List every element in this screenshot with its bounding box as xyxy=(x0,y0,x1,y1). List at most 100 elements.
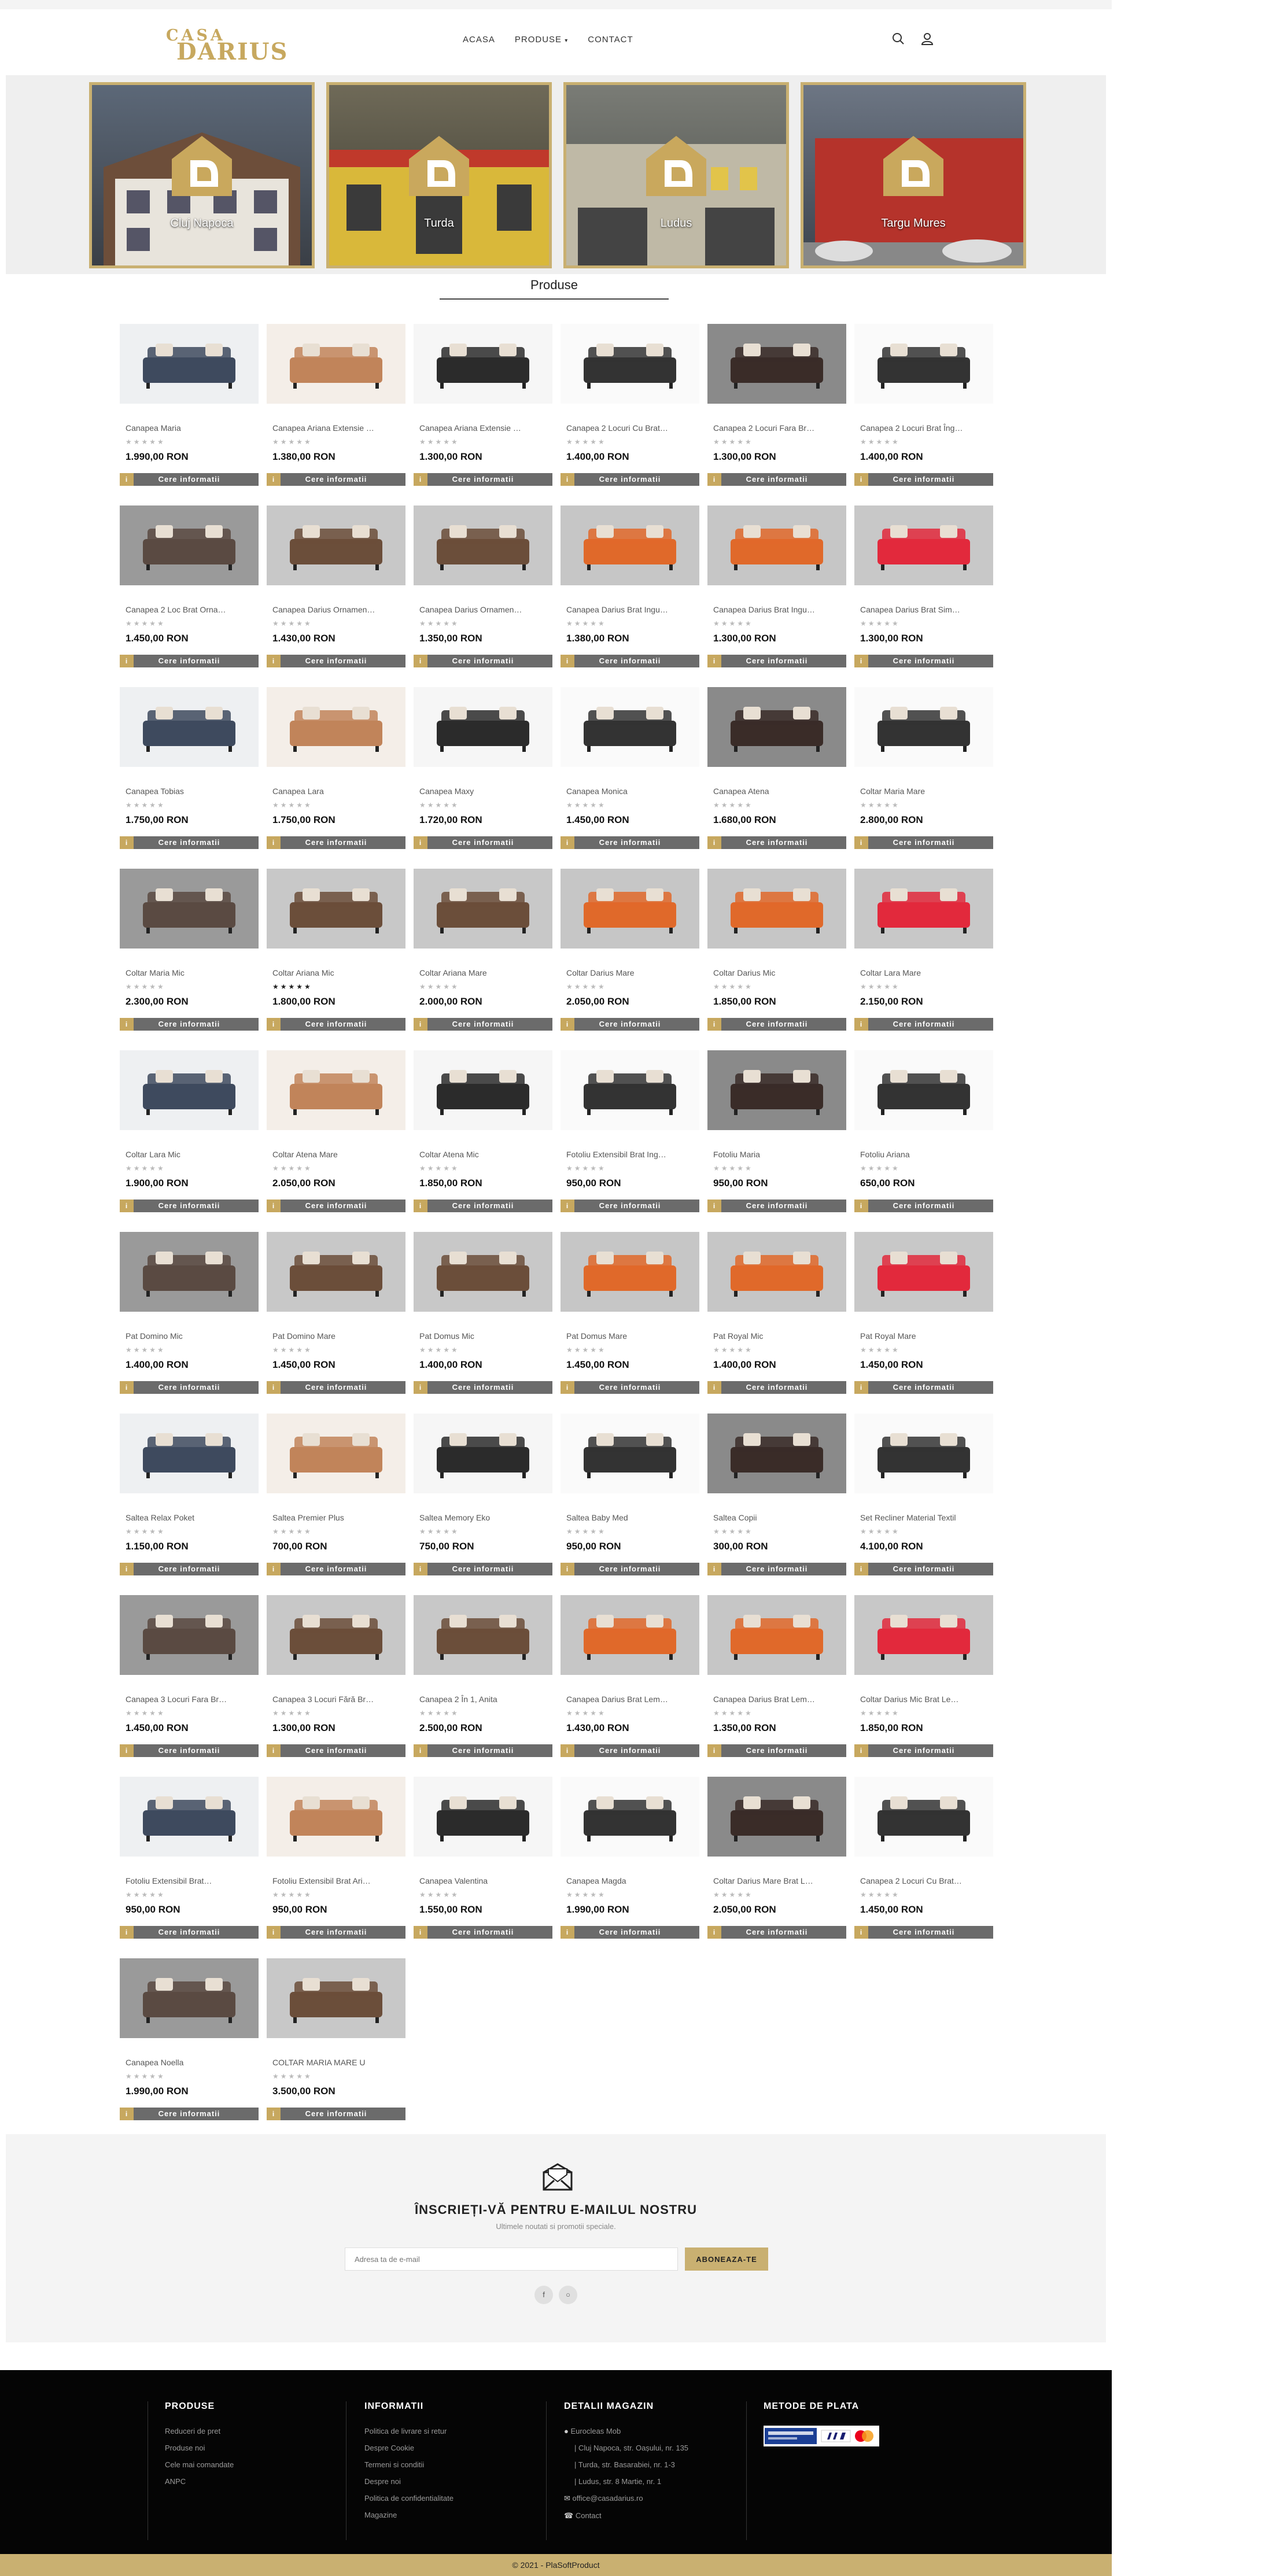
product-name[interactable]: Pat Domus Mare xyxy=(566,1331,628,1341)
product-card[interactable]: Fotoliu Extensibil Brat Ing… ★★★★★ 950,00 … xyxy=(561,1050,699,1224)
product-name[interactable]: Canapea 3 Locuri Fara Br… xyxy=(126,1695,227,1704)
request-info-button[interactable]: i Cere informatii xyxy=(707,1926,846,1939)
footer-link[interactable]: Termeni si conditii xyxy=(364,2460,425,2469)
product-image[interactable] xyxy=(267,1232,405,1312)
product-image[interactable] xyxy=(414,687,552,767)
footer-link[interactable]: Despre noi xyxy=(364,2477,401,2486)
product-card[interactable]: Canapea Maxy ★★★★★ 1.720,00 RON i Cere infor… xyxy=(414,687,552,861)
product-image[interactable] xyxy=(707,1232,846,1312)
product-name[interactable]: Canapea Atena xyxy=(713,787,769,796)
product-name[interactable]: Canapea 2 În 1, Anita xyxy=(419,1695,497,1704)
product-card[interactable]: Pat Domino Mare ★★★★★ 1.450,00 RON i Cere in… xyxy=(267,1232,405,1405)
footer-link[interactable]: Politica de livrare si retur xyxy=(364,2427,447,2435)
product-name[interactable]: Fotoliu Extensibil Brat Ing… xyxy=(566,1150,666,1159)
request-info-button[interactable]: i Cere informatii xyxy=(854,655,993,667)
store-ludus[interactable]: Ludus xyxy=(563,82,789,268)
product-name[interactable]: Coltar Maria Mic xyxy=(126,968,185,977)
product-card[interactable]: Pat Domus Mare ★★★★★ 1.450,00 RON i Cere inf… xyxy=(561,1232,699,1405)
request-info-button[interactable]: i Cere informatii xyxy=(414,1200,552,1212)
product-card[interactable]: Coltar Darius Mare Brat L… ★★★★★ 2.050,00 … xyxy=(707,1777,846,1950)
product-card[interactable]: Coltar Ariana Mare ★★★★★ 2.000,00 RON i Cere… xyxy=(414,869,552,1042)
request-info-button[interactable]: i Cere informatii xyxy=(707,655,846,667)
product-image[interactable] xyxy=(267,687,405,767)
product-image[interactable] xyxy=(267,1414,405,1493)
product-name[interactable]: Canapea Ariana Extensie … xyxy=(272,423,374,433)
product-name[interactable]: Pat Domino Mic xyxy=(126,1331,183,1341)
product-image[interactable] xyxy=(854,687,993,767)
product-image[interactable] xyxy=(561,869,699,949)
product-image[interactable] xyxy=(267,505,405,585)
product-image[interactable] xyxy=(414,1050,552,1130)
request-info-button[interactable]: i Cere informatii xyxy=(267,1744,405,1757)
product-name[interactable]: Canapea Darius Brat Sim… xyxy=(860,605,960,614)
request-info-button[interactable]: i Cere informatii xyxy=(120,1381,259,1394)
request-info-button[interactable]: i Cere informatii xyxy=(120,1744,259,1757)
request-info-button[interactable]: i Cere informatii xyxy=(561,836,699,849)
store-turda[interactable]: Turda xyxy=(326,82,552,268)
request-info-button[interactable]: i Cere informatii xyxy=(414,1563,552,1575)
request-info-button[interactable]: i Cere informatii xyxy=(120,2108,259,2120)
product-card[interactable]: Coltar Lara Mare ★★★★★ 2.150,00 RON i Cere i… xyxy=(854,869,993,1042)
product-name[interactable]: Saltea Baby Med xyxy=(566,1513,628,1522)
product-image[interactable] xyxy=(707,505,846,585)
product-name[interactable]: Canapea 2 Locuri Cu Brat… xyxy=(860,1876,962,1885)
product-name[interactable]: COLTAR MARIA MARE U xyxy=(272,2058,366,2067)
product-image[interactable] xyxy=(854,324,993,404)
footer-link[interactable]: ANPC xyxy=(165,2477,186,2486)
product-name[interactable]: Canapea Valentina xyxy=(419,1876,488,1885)
request-info-button[interactable]: i Cere informatii xyxy=(414,836,552,849)
instagram-icon[interactable]: ○ xyxy=(559,2286,577,2304)
request-info-button[interactable]: i Cere informatii xyxy=(561,1018,699,1031)
product-image[interactable] xyxy=(267,324,405,404)
contact-link[interactable]: ☎ Contact xyxy=(564,2511,738,2520)
request-info-button[interactable]: i Cere informatii xyxy=(120,1926,259,1939)
request-info-button[interactable]: i Cere informatii xyxy=(414,1744,552,1757)
request-info-button[interactable]: i Cere informatii xyxy=(267,1381,405,1394)
product-image[interactable] xyxy=(120,505,259,585)
product-card[interactable]: Coltar Darius Mic ★★★★★ 1.850,00 RON i Cere … xyxy=(707,869,846,1042)
product-card[interactable]: Pat Royal Mic ★★★★★ 1.400,00 RON i Cere info… xyxy=(707,1232,846,1405)
product-image[interactable] xyxy=(267,869,405,949)
product-image[interactable] xyxy=(561,1777,699,1857)
product-image[interactable] xyxy=(120,1777,259,1857)
product-image[interactable] xyxy=(414,324,552,404)
footer-link[interactable]: Reduceri de pret xyxy=(165,2427,221,2435)
request-info-button[interactable]: i Cere informatii xyxy=(120,473,259,486)
request-info-button[interactable]: i Cere informatii xyxy=(561,1744,699,1757)
product-name[interactable]: Pat Domino Mare xyxy=(272,1331,335,1341)
product-card[interactable]: Canapea Ariana Extensie … ★★★★★ 1.300,00 R… xyxy=(414,324,552,497)
product-card[interactable]: Coltar Maria Mare ★★★★★ 2.800,00 RON i Cere … xyxy=(854,687,993,861)
product-card[interactable]: Canapea 2 În 1, Anita ★★★★★ 2.500,00 RON i C… xyxy=(414,1595,552,1769)
product-image[interactable] xyxy=(120,1414,259,1493)
product-image[interactable] xyxy=(414,1595,552,1675)
product-image[interactable] xyxy=(120,324,259,404)
request-info-button[interactable]: i Cere informatii xyxy=(267,1563,405,1575)
product-image[interactable] xyxy=(561,1050,699,1130)
product-image[interactable] xyxy=(854,1050,993,1130)
product-card[interactable]: Canapea Magda ★★★★★ 1.990,00 RON i Cere info… xyxy=(561,1777,699,1950)
product-image[interactable] xyxy=(707,1777,846,1857)
store-targu-mures[interactable]: Targu Mures xyxy=(801,82,1026,268)
product-card[interactable]: Canapea Darius Brat Lem… ★★★★★ 1.430,00 RO… xyxy=(561,1595,699,1769)
product-image[interactable] xyxy=(561,324,699,404)
request-info-button[interactable]: i Cere informatii xyxy=(561,1200,699,1212)
product-card[interactable]: Pat Royal Mare ★★★★★ 1.450,00 RON i Cere inf… xyxy=(854,1232,993,1405)
product-image[interactable] xyxy=(854,1595,993,1675)
product-image[interactable] xyxy=(707,869,846,949)
request-info-button[interactable]: i Cere informatii xyxy=(854,1381,993,1394)
facebook-icon[interactable]: f xyxy=(534,2286,553,2304)
request-info-button[interactable]: i Cere informatii xyxy=(267,473,405,486)
product-image[interactable] xyxy=(267,1595,405,1675)
product-image[interactable] xyxy=(414,1232,552,1312)
user-icon[interactable] xyxy=(920,31,935,46)
product-name[interactable]: Canapea Darius Brat Lem… xyxy=(713,1695,815,1704)
product-name[interactable]: Coltar Lara Mic xyxy=(126,1150,180,1159)
product-card[interactable]: Set Recliner Material Textil ★★★★★ 4.100,0… xyxy=(854,1414,993,1587)
product-card[interactable]: Saltea Baby Med ★★★★★ 950,00 RON i Cere info… xyxy=(561,1414,699,1587)
logo[interactable]: CASA DARIUS xyxy=(165,25,287,66)
footer-link[interactable]: Cele mai comandate xyxy=(165,2460,234,2469)
product-image[interactable] xyxy=(120,687,259,767)
product-name[interactable]: Coltar Ariana Mic xyxy=(272,968,334,977)
product-card[interactable]: Coltar Atena Mic ★★★★★ 1.850,00 RON i Cere i… xyxy=(414,1050,552,1224)
product-card[interactable]: Canapea Darius Ornamen… ★★★★★ 1.350,00 RON… xyxy=(414,505,552,679)
